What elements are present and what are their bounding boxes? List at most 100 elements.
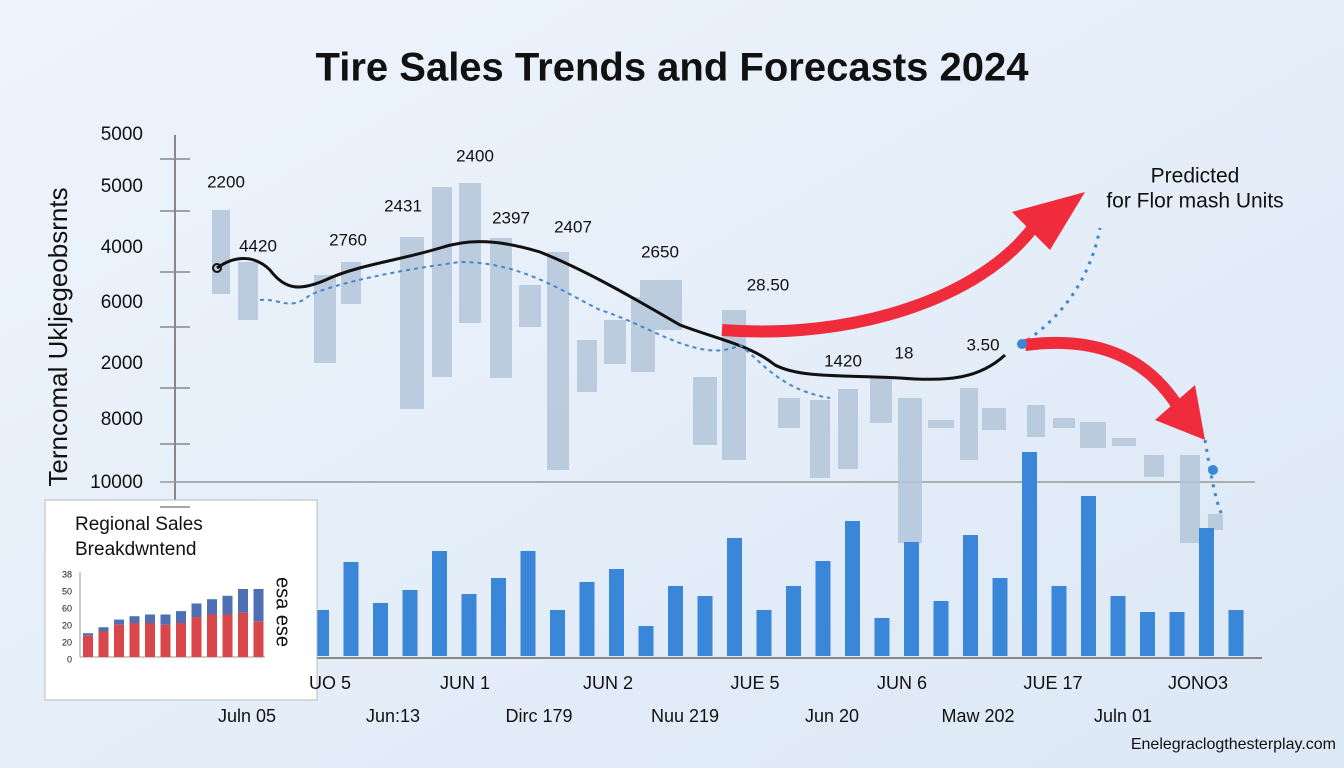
point-marker [1017,339,1027,349]
inset-bar [145,614,155,623]
bar [638,626,654,656]
inset-bar [145,623,155,657]
range-box [212,210,230,294]
y-tick-label: 6000 [101,292,143,313]
range-box [1053,418,1075,428]
y-tick-label: 10000 [90,472,143,493]
x-tick-label: JUE 17 [1023,673,1082,693]
forecast-arrow [1024,336,1186,414]
range-box [838,389,858,469]
inset-side-label: esa ese [272,577,294,647]
annotation: 2397 [492,208,530,227]
range-box [519,285,541,327]
inset: Regional Sales Breakdwntend esa ese 38 50… [44,499,318,701]
range-box [1027,405,1045,437]
inset-y-label: 38 [62,569,72,579]
y-tick-label: 5000 [101,124,143,145]
bar [1169,612,1185,656]
bar [314,610,329,656]
annotation: 2760 [329,230,367,249]
inset-y-label: 20 [62,620,72,630]
bar [1051,586,1067,656]
inset-bar [222,614,233,657]
annotation: 2200 [207,172,245,191]
range-box [400,237,424,409]
range-box [604,320,626,364]
bar [697,596,713,656]
range-box [778,398,800,428]
annotation: 4420 [239,236,277,255]
range-box [314,275,336,363]
bar [373,603,388,656]
bar [550,610,565,656]
bar [815,561,831,656]
inset-bar [98,631,109,657]
bar [727,538,742,656]
bar [402,590,418,656]
inset-bar [207,614,217,657]
bar [1228,610,1244,656]
bar [520,551,536,656]
x-tick-label: Nuu 219 [651,706,719,726]
y-tick-label: 8000 [101,409,143,430]
annotation: 2400 [456,146,494,165]
forecast-label: Predicted [1151,165,1240,188]
bar [491,578,506,656]
inset-panel [44,499,318,701]
bar [874,618,890,656]
inset-bar [222,595,233,615]
range-box [1208,514,1223,530]
inset-bar [160,624,171,657]
annotation: 2650 [641,242,679,261]
range-box [898,398,922,543]
inset-bar [253,621,264,657]
bar-group [314,452,1244,656]
bar [933,601,949,656]
bar [992,578,1008,656]
arrow-head [1012,192,1085,250]
bar [609,569,624,656]
range-box [1144,455,1164,477]
arrow-head [1155,385,1205,440]
forecast-line [1019,227,1102,347]
inset-bar [114,624,124,657]
x-tick-label: JUE 5 [730,673,779,693]
bar [432,551,447,656]
bar [668,586,683,656]
range-boxes [212,183,1223,543]
range-box [1112,438,1136,446]
inset-bar [176,623,186,657]
range-box [810,400,830,478]
inset-bar [191,617,202,657]
range-box [1180,455,1200,543]
inset-bar [238,612,248,657]
bar [963,535,978,656]
annotation: 1420 [824,351,862,370]
bar [845,521,860,656]
bar [343,562,359,656]
inset-bar [253,589,264,622]
inset-y-label: 60 [62,603,72,613]
range-box [1080,422,1106,448]
y-tick-label: 4000 [101,237,143,258]
chart-title: Tire Sales Trends and Forecasts 2024 [316,46,1030,90]
range-box [870,378,892,423]
bar [461,594,477,656]
inset-bar [129,623,140,657]
bar [1199,528,1214,656]
range-box [432,187,452,377]
inset-bar [98,627,109,632]
range-box [490,238,512,378]
annotation: 2407 [554,217,592,236]
inset-bar [83,635,93,657]
y-axis-title: Terncomal Ukljegeobsrnts [43,187,73,486]
inset-bar [238,589,248,613]
range-box [693,377,717,445]
inset-bar [129,616,140,623]
x-tick-label: Juln 01 [1094,706,1152,726]
bar [579,582,595,656]
y-tick-label: 2000 [101,353,143,374]
x-tick-label: Maw 202 [941,706,1014,726]
range-box [577,340,597,392]
